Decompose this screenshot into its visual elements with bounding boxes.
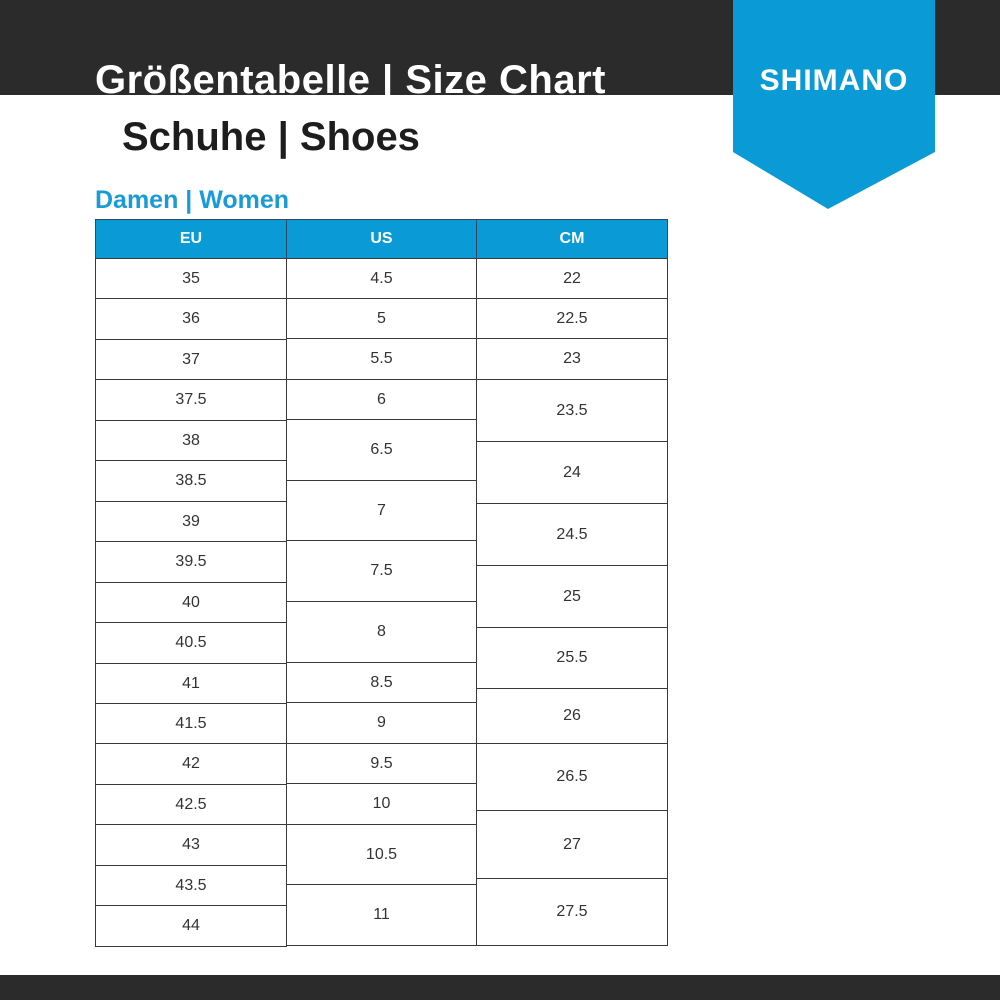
- table-cell-us: 10.5: [286, 824, 477, 885]
- table-cell-eu: 42: [95, 743, 287, 785]
- table-cell-us: 4.5: [286, 258, 477, 299]
- table-cell-eu: 41: [95, 663, 287, 704]
- table-cell-us: 11: [286, 884, 477, 946]
- table-cell-eu: 43: [95, 824, 287, 866]
- table-cell-cm: 23.5: [476, 379, 668, 442]
- table-cell-us: 8.5: [286, 662, 477, 703]
- table-cell-eu: 37: [95, 339, 287, 380]
- table-cell-us: 6.5: [286, 419, 477, 481]
- table-cell-eu: 40.5: [95, 622, 287, 664]
- table-cell-cm: 22: [476, 258, 668, 299]
- table-cell-us: 5.5: [286, 338, 477, 380]
- table-cell-eu: 37.5: [95, 379, 287, 421]
- table-cell-cm: 26: [476, 688, 668, 744]
- page-title: Größentabelle | Size Chart: [95, 58, 606, 102]
- table-cell-cm: 27: [476, 810, 668, 879]
- table-cell-eu: 39.5: [95, 541, 287, 583]
- table-cell-cm: 24.5: [476, 503, 668, 566]
- brand-logo-text: SHIMANO: [759, 64, 909, 97]
- table-cell-us: 9.5: [286, 743, 477, 784]
- size-table: EU US CM 35 36 37 37.5 38 38.5 39 39.5 40 40.5 41 41.5…: [95, 219, 668, 947]
- table-cell-eu: 42.5: [95, 784, 287, 825]
- table-cell-us: 9: [286, 702, 477, 744]
- table-cell-cm: 25.5: [476, 627, 668, 689]
- table-cell-eu: 38.5: [95, 460, 287, 502]
- table-cell-cm: 26.5: [476, 743, 668, 811]
- table-cell-eu: 40: [95, 582, 287, 623]
- table-cell-cm: 24: [476, 441, 668, 504]
- table-cell-cm: 23: [476, 338, 668, 380]
- table-cell-us: 5: [286, 298, 477, 339]
- table-cell-us: 8: [286, 601, 477, 663]
- table-cell-eu: 39: [95, 501, 287, 542]
- section-title: Damen | Women: [95, 186, 290, 214]
- table-cell-eu: 41.5: [95, 703, 287, 744]
- table-cell-us: 7: [286, 480, 477, 541]
- table-cell-us: 10: [286, 783, 477, 825]
- table-cell-cm: 27.5: [476, 878, 668, 946]
- table-cell-us: 7.5: [286, 540, 477, 602]
- table-cell-eu: 38: [95, 420, 287, 461]
- table-cell-us: 6: [286, 379, 477, 420]
- table-cell-cm: 22.5: [476, 298, 668, 339]
- bottom-bar: [0, 975, 1000, 1000]
- column-header-eu: EU: [95, 219, 287, 259]
- table-cell-eu: 44: [95, 905, 287, 947]
- table-cell-eu: 36: [95, 298, 287, 340]
- shimano-logo-banner: [733, 0, 935, 209]
- page-subtitle: Schuhe | Shoes: [122, 115, 420, 159]
- table-cell-cm: 25: [476, 565, 668, 628]
- column-header-cm: CM: [476, 219, 668, 259]
- table-cell-eu: 35: [95, 258, 287, 299]
- column-header-us: US: [286, 219, 477, 259]
- table-cell-eu: 43.5: [95, 865, 287, 906]
